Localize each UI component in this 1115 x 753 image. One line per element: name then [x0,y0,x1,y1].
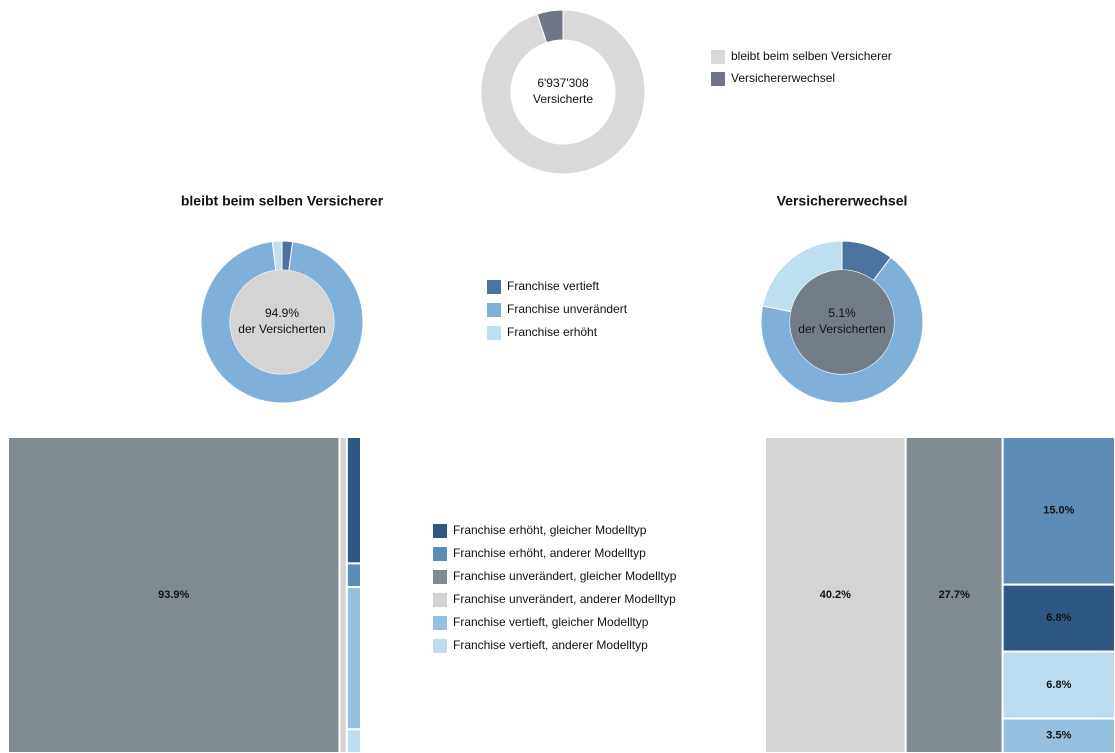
cell-label: 3.5% [1046,730,1071,742]
legend-label: bleibt beim selben Versicherer [731,49,892,63]
chart-title: bleibt beim selben Versicherer [181,193,384,209]
treemap-cell [345,586,363,731]
legend-swatch [487,326,501,340]
cell-label: 15.0% [1043,505,1074,517]
center-label: 5.1% [828,306,856,320]
center-label: 6'937'308 [537,76,589,90]
treemap-cell [1001,717,1115,753]
donut-center [790,270,894,374]
cell-label: 27.7% [939,589,970,601]
donut-slice [760,256,924,404]
cell-label: 40.2% [820,589,851,601]
legend-swatch [711,50,725,64]
legend-swatch [433,616,447,630]
legend-label: Franchise erhöht, anderer Modelltyp [453,546,646,560]
legend-label: Franchise unverändert, anderer Modelltyp [453,592,676,606]
cell-label: 6.8% [1046,612,1071,624]
cell-label: 6.8% [1046,679,1071,691]
center-label: der Versicherten [798,322,885,336]
treemap-cell [345,728,363,753]
cell-label: 93.9% [158,589,189,601]
treemap-cell [345,436,363,565]
donut-slice [480,9,646,175]
legend-label: Versichererwechsel [731,71,835,85]
legend-label: Franchise erhöht [507,325,598,339]
treemap-cell [345,562,363,589]
legend-swatch [433,547,447,561]
treemap-cell [904,436,1004,753]
legend-swatch [487,303,501,317]
chart-title: Versichererwechsel [777,193,908,209]
treemap-cell [1001,436,1115,586]
treemap-cell [1001,583,1115,653]
legend-label: Franchise unverändert, gleicher Modellty… [453,569,677,583]
legend-swatch [433,639,447,653]
center-label: 94.9% [265,306,299,320]
center-label: Versicherte [533,92,593,106]
treemap-cell [7,436,341,753]
legend-swatch [711,72,725,86]
treemap-cell [338,436,348,753]
legend-swatch [433,524,447,538]
legend-swatch [433,593,447,607]
legend-label: Franchise erhöht, gleicher Modelltyp [453,523,647,537]
legend-swatch [433,570,447,584]
legend-swatch [487,280,501,294]
legend-label: Franchise vertieft [507,279,600,293]
legend-label: Franchise vertieft, anderer Modelltyp [453,638,648,652]
donut-slice [536,9,564,44]
legend-label: Franchise unverändert [507,302,628,316]
center-label: der Versicherten [238,322,325,336]
legend-label: Franchise vertieft, gleicher Modelltyp [453,615,649,629]
donut-center [230,270,334,374]
